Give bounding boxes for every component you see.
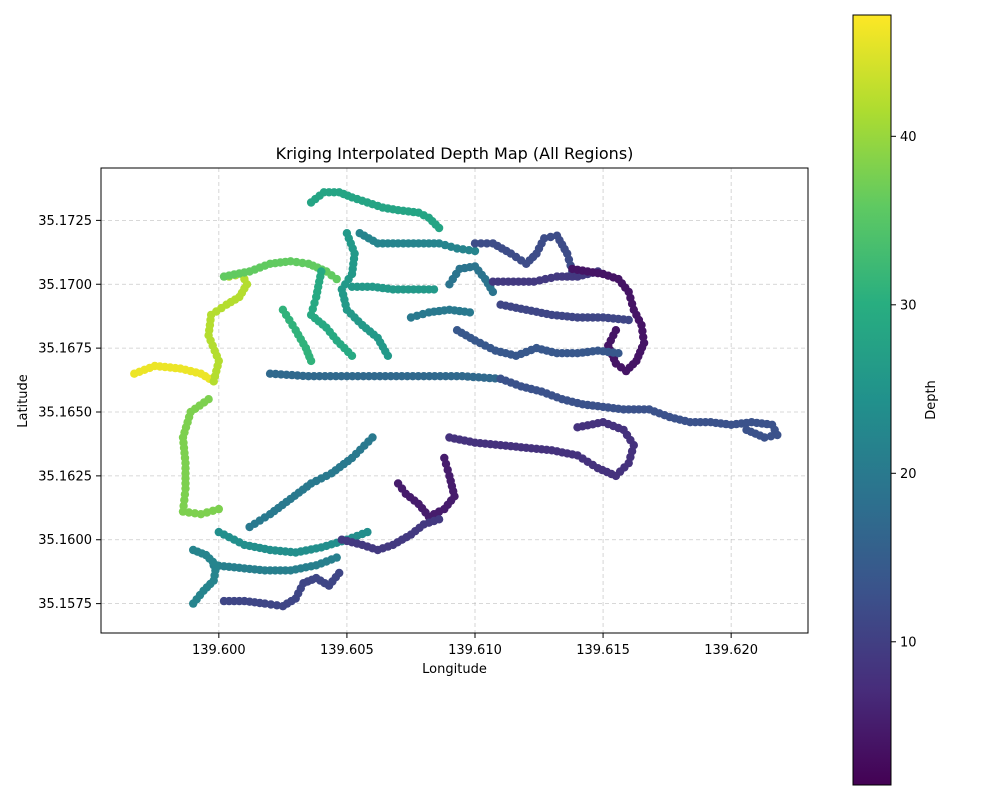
depth-point [434,515,444,524]
colorbar-tick-label: 40 [900,130,917,145]
depth-point [335,568,344,578]
depth-point [540,234,549,243]
depth-point [546,232,555,242]
depth-point [476,239,486,248]
y-tick-label: 35.1600 [38,533,92,548]
x-tick-label: 139.620 [704,643,758,658]
depth-point [332,274,341,284]
depth-point [332,553,341,562]
colorbar-tick-label: 10 [900,635,917,650]
x-tick-label: 139.600 [192,643,246,658]
depth-point [393,479,403,488]
depth-point [306,356,316,366]
depth-point [434,223,444,233]
depth-point [363,527,372,537]
y-tick-label: 35.1700 [38,278,92,293]
chart-title: Kriging Interpolated Depth Map (All Regi… [276,144,634,163]
colorbar-ticks: 10 20 30 40 [891,130,917,650]
depth-point [470,239,480,248]
depth-point [245,522,254,532]
y-axis: 35.1575 35.1600 35.1625 35.1650 35.1675 35.17… [38,214,101,612]
depth-point [347,351,357,360]
depth-point [214,504,223,514]
data-points [130,188,782,611]
depth-point [624,315,633,325]
depth-point [470,246,480,256]
x-tick-label: 139.610 [448,643,502,658]
depth-point [573,423,582,432]
y-tick-label: 35.1625 [38,469,92,484]
depth-point [742,425,751,435]
x-tick-label: 139.605 [320,643,374,658]
colorbar-label: Depth [924,380,939,420]
depth-point [773,430,782,440]
colorbar-tick-label: 20 [900,467,917,482]
depth-point [429,285,439,294]
depth-point [611,326,621,335]
depth-point [766,432,776,441]
colorbar-gradient [852,14,892,786]
depth-point [482,239,492,248]
plot-frame [100,167,809,634]
y-tick-label: 35.1675 [38,342,92,357]
y-tick-label: 35.1650 [38,405,92,420]
depth-point [383,351,393,360]
depth-point [488,287,498,297]
colorbar-tick-label: 30 [900,298,917,313]
depth-point [614,349,623,358]
x-axis-label: Longitude [422,662,487,677]
y-tick-label: 35.1575 [38,597,92,612]
y-tick-label: 35.1725 [38,214,92,229]
colorbar: 10 20 30 40 Depth [852,14,939,786]
depth-point [465,308,475,317]
y-axis-label: Latitude [16,374,31,428]
x-tick-label: 139.615 [576,643,630,658]
x-axis: 139.600 139.605 139.610 139.615 139.620 [192,633,758,658]
depth-point [189,545,198,555]
